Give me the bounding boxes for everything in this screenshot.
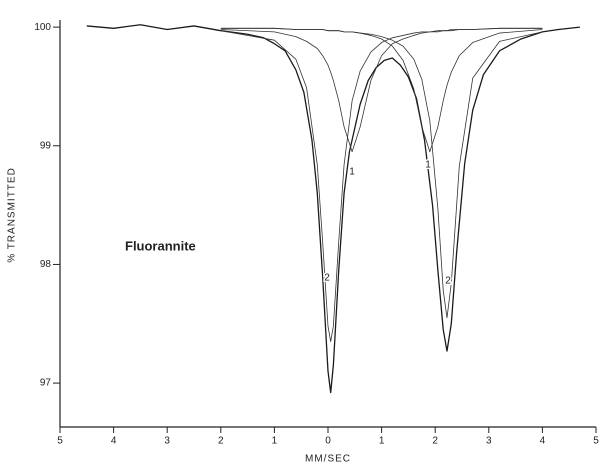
sample-label: Fluorannite xyxy=(125,238,196,253)
x-tick-label: 2 xyxy=(218,436,224,447)
x-tick-label: 5 xyxy=(593,436,599,447)
x-tick-label: 1 xyxy=(379,436,385,447)
fit-line xyxy=(220,27,543,319)
x-tick-label: 3 xyxy=(164,436,170,447)
x-tick-label: 3 xyxy=(486,436,492,447)
fit-line xyxy=(220,27,543,342)
fit-line xyxy=(220,27,543,153)
component-label: 1 xyxy=(425,160,431,171)
x-tick-label: 2 xyxy=(432,436,438,447)
component-label: 1 xyxy=(349,167,355,178)
x-axis-label: MM/SEC xyxy=(305,454,351,465)
component-label: 2 xyxy=(324,273,330,284)
x-tick-label: 5 xyxy=(57,436,63,447)
y-axis-label: % TRANSMITTED xyxy=(7,167,18,263)
fit-line xyxy=(220,27,543,153)
x-tick-label: 4 xyxy=(540,436,546,447)
y-tick-label: 97 xyxy=(40,378,52,389)
y-tick-label: 98 xyxy=(40,259,52,270)
y-tick-label: 100 xyxy=(34,22,51,33)
x-tick-label: 4 xyxy=(111,436,117,447)
spectrum-line xyxy=(86,24,580,394)
x-tick-label: 1 xyxy=(272,436,278,447)
x-tick-label: 0 xyxy=(325,436,331,447)
y-tick-label: 99 xyxy=(40,140,52,151)
component-label: 2 xyxy=(445,276,451,287)
